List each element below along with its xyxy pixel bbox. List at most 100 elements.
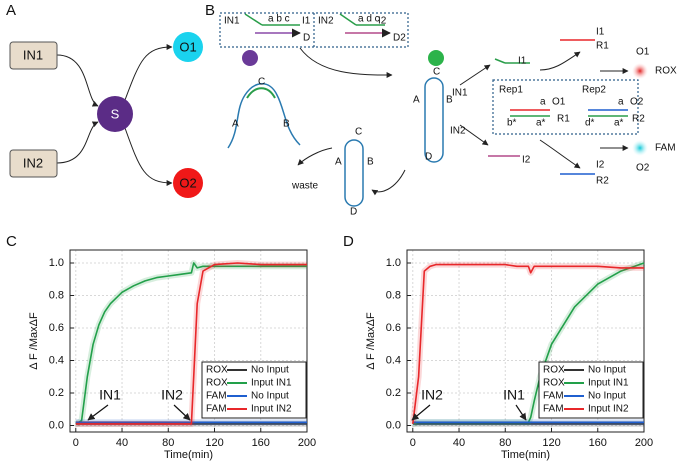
diagram-label: C [433,67,440,78]
annotation: IN1 [503,387,525,403]
output-node [173,32,203,62]
x-tick-label: 40 [453,437,465,449]
diagram-label: I1 [518,56,527,67]
diagram-label: D [350,207,357,218]
panel-label: D [343,233,354,250]
legend-label: No Input [251,391,289,402]
diagram-label: R1 [596,41,609,52]
y-tick-label: 0.0 [386,419,401,431]
y-tick-label: 0.4 [386,354,401,366]
diagram-label: A [335,157,342,168]
annotation-arrow [173,404,191,421]
diagram-label: C [355,127,362,138]
y-axis-label: Δ F /MaxΔF [365,312,377,370]
diagram-label: A [413,95,420,106]
legend-label: Input IN1 [588,378,629,389]
diagram-label: ROX [655,66,677,77]
annotation: IN2 [421,387,443,403]
diagram-label: Rep1 [499,85,523,96]
diagram-label: I2 [378,16,387,27]
diagram-label: a b c [268,14,290,25]
plot-frame [406,249,645,433]
output-node [173,168,203,198]
y-tick-label: 0.6 [49,322,64,334]
hub-node [97,96,133,132]
glow [632,140,648,156]
arrow [299,47,393,78]
x-tick-label: 40 [116,437,128,449]
legend-box [538,361,644,419]
diagram-label: O1 [552,97,566,108]
output-label: O2 [179,175,196,190]
series-line [412,263,644,424]
arrow [124,44,173,101]
x-tick-label: 80 [499,437,511,449]
y-tick-label: 0.8 [49,289,64,301]
panel-label: B [205,2,215,19]
y-tick-label: 1.0 [386,257,401,269]
legend-channel: FAM [206,391,227,402]
arrow [56,121,99,164]
annotation-arrow [515,404,527,421]
hairpin [246,87,276,99]
x-tick-label: 0 [73,437,79,449]
strand [494,58,506,64]
annotation: IN1 [99,387,121,403]
legend-box [201,361,307,419]
legend-channel: ROX [543,378,565,389]
legend-label: Input IN2 [588,404,629,415]
series-line [75,262,307,425]
x-tick-label: 80 [162,437,174,449]
diagram-label: D [425,152,432,163]
power-icon [242,50,258,66]
diagram-label: IN1 [224,16,240,27]
diagram-label: a* [614,118,624,129]
arrow [297,147,333,166]
diagram-label: B [283,119,290,130]
diagram-label: D2 [393,33,406,44]
diagram-label: R2 [596,176,609,187]
diagram-label: C [258,77,265,88]
x-tick-label: 200 [635,437,653,449]
diagram-label: B [446,95,453,106]
diagram-label: IN2 [318,16,334,27]
diagram-label: O2 [630,97,644,108]
hairpin [344,139,364,207]
y-tick-label: 0.2 [386,387,401,399]
diagram-label: I2 [522,155,531,166]
legend-channel: FAM [543,391,564,402]
diagram-label: b* [507,118,517,129]
diagram-label: B [367,157,374,168]
diagram-label: IN1 [452,88,468,99]
diagram-label: R2 [632,114,645,125]
output-label: O1 [179,39,196,54]
x-tick-label: 120 [205,437,223,449]
legend-label: Input IN1 [251,378,292,389]
legend-label: Input IN2 [251,404,292,415]
hub-label: S [111,106,120,121]
strand [244,13,263,26]
dashed-box [492,79,639,135]
diagram-label: O1 [636,47,650,58]
x-tick-label: 0 [410,437,416,449]
y-tick-label: 0.4 [49,354,64,366]
arrow [459,64,491,86]
diagram-label: a d c [358,14,380,25]
legend-label: No Input [588,365,626,376]
diagram-label: I1 [596,27,605,38]
y-tick-label: 0.2 [49,387,64,399]
diagram-label: O2 [636,163,650,174]
arrow [124,127,173,186]
diagram-label: waste [291,181,319,192]
legend-channel: ROX [206,365,228,376]
legend-label: No Input [588,391,626,402]
arrow [371,169,406,196]
x-tick-label: 160 [252,437,270,449]
input-label: IN2 [23,155,43,170]
annotation-arrow [87,404,109,421]
input-box [9,41,58,70]
diagram-label: a [618,97,624,108]
y-axis-label: Δ F /MaxΔF [28,312,40,370]
